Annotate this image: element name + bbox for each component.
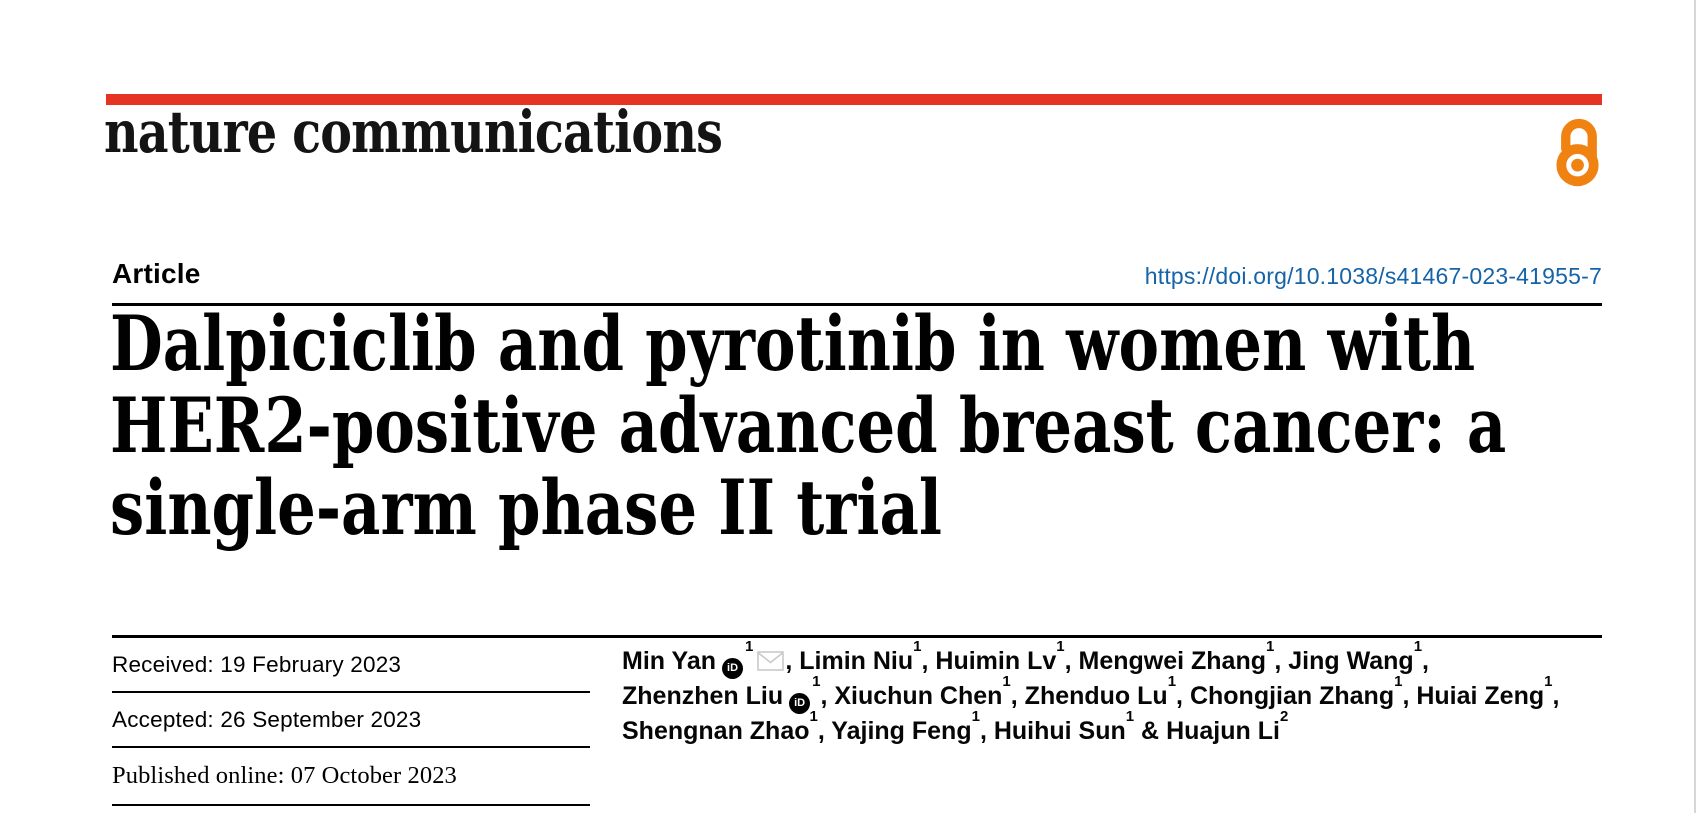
affiliation-superscript: 1 — [1266, 637, 1275, 655]
brand-red-bar — [106, 94, 1602, 105]
history-dates: Received: 19 February 2023 Accepted: 26 … — [112, 638, 590, 806]
author-name: Zhenduo Lu1 — [1024, 672, 1177, 710]
affiliation-superscript: 1 — [1125, 707, 1135, 725]
affiliation-superscript: 1 — [1413, 637, 1423, 655]
open-access-icon — [1554, 110, 1603, 192]
author-name: Limin Niu1 — [799, 637, 922, 675]
affiliation-superscript: 1 — [812, 672, 821, 690]
article-kicker: Article — [112, 258, 201, 289]
doi-link[interactable]: https://doi.org/10.1038/s41467-023-41955… — [1144, 263, 1602, 289]
author-name: Huajun Li2 — [1166, 707, 1289, 745]
title-line: single-arm phase II trial — [110, 463, 942, 552]
author-name: Yajing Feng1 — [831, 707, 980, 745]
page-right-edge — [1694, 0, 1696, 813]
author-name: Zhenzhen Liu iD1 — [622, 674, 820, 714]
author-name: Huimin Lv1 — [935, 637, 1065, 675]
author-name: Shengnan Zhao1 — [622, 707, 818, 745]
affiliation-superscript: 1 — [1056, 637, 1065, 655]
title-line: HER2-positive advanced breast cancer: a — [110, 381, 1507, 470]
affiliation-superscript: 1 — [971, 707, 980, 725]
orcid-id-icon[interactable]: iD — [789, 693, 811, 714]
author-name: Min Yan iD1 — [622, 639, 785, 679]
affiliation-superscript: 2 — [1279, 707, 1289, 725]
affiliation-superscript: 1 — [1167, 672, 1177, 690]
author-name: Xiuchun Chen1 — [834, 672, 1011, 710]
author-name: Mengwei Zhang1 — [1078, 637, 1275, 675]
author-name: Huihui Sun1 — [993, 707, 1135, 745]
columns-top-divider — [112, 635, 1602, 638]
affiliation-superscript: 1 — [1394, 672, 1403, 690]
envelope-icon[interactable] — [757, 651, 785, 671]
published-date: Published online: 07 October 2023 — [112, 748, 590, 806]
author-list: Min Yan iD1, Limin Niu1, Huimin Lv1, Meng… — [622, 637, 1560, 745]
affiliation-superscript: 1 — [745, 637, 754, 655]
affiliation-superscript: 1 — [809, 707, 818, 725]
author-name: Huiai Zeng1 — [1416, 672, 1553, 710]
affiliation-superscript: 1 — [1002, 672, 1011, 690]
article-title: Dalpiciclib and pyrotinib in women with … — [110, 303, 1701, 549]
accepted-date: Accepted: 26 September 2023 — [112, 693, 590, 748]
kicker-divider — [112, 303, 1602, 306]
orcid-id-icon[interactable]: iD — [722, 658, 744, 679]
affiliation-superscript: 1 — [1544, 672, 1553, 690]
title-line: Dalpiciclib and pyrotinib in women with — [110, 299, 1476, 388]
author-name: Jing Wang1 — [1288, 637, 1423, 675]
received-date: Received: 19 February 2023 — [112, 638, 590, 693]
author-name: Chongjian Zhang1 — [1189, 672, 1403, 710]
affiliation-superscript: 1 — [913, 637, 922, 655]
nature-communications-logo: nature communications — [104, 98, 723, 166]
